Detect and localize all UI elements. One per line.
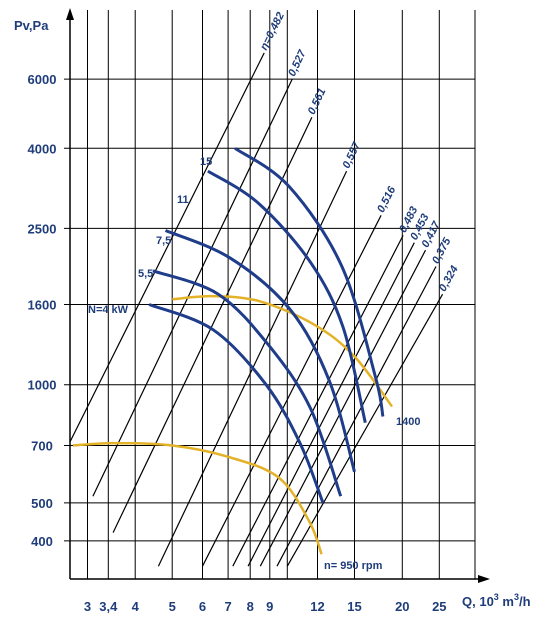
power-label-11: 11 bbox=[177, 194, 189, 206]
efficiency-line bbox=[247, 242, 415, 567]
x-tick-label: 25 bbox=[432, 599, 446, 614]
y-tick-label: 6000 bbox=[28, 72, 57, 87]
y-tick-labels: 400 500 700 1000 1600 2500 4000 6000 bbox=[28, 72, 57, 549]
y-tick-label: 700 bbox=[31, 439, 53, 454]
x-tick-label: 3 bbox=[84, 599, 91, 614]
power-curve bbox=[207, 169, 367, 424]
x-tick-label: 4 bbox=[132, 599, 140, 614]
x-axis-arrow bbox=[478, 575, 490, 583]
speed-curve bbox=[172, 294, 394, 408]
power-label-5-5: 5,5 bbox=[138, 268, 153, 280]
efficiency-line bbox=[70, 52, 265, 443]
y-tick-label: 4000 bbox=[28, 141, 57, 156]
power-curve bbox=[148, 303, 325, 504]
x-tick-label: 9 bbox=[266, 599, 273, 614]
x-tick-label: 12 bbox=[310, 599, 324, 614]
x-tick-label: 5 bbox=[169, 599, 176, 614]
power-label-7-5: 7,5 bbox=[156, 235, 171, 247]
x-axis-label: Q, 103 m3/h bbox=[462, 592, 531, 609]
y-tick-label: 1600 bbox=[28, 298, 57, 313]
power-curve bbox=[234, 147, 385, 417]
power-label-4kw: N=4 kW bbox=[88, 304, 129, 316]
power-curves bbox=[148, 147, 385, 504]
speed-label-950: n= 950 rpm bbox=[324, 560, 383, 572]
x-tick-label: 8 bbox=[247, 599, 254, 614]
efficiency-lines bbox=[70, 52, 444, 567]
efficiency-line bbox=[286, 293, 444, 567]
y-tick-label: 500 bbox=[31, 496, 53, 511]
speed-curve bbox=[72, 441, 323, 555]
efficiency-line bbox=[232, 235, 404, 567]
y-axis-arrow bbox=[66, 8, 74, 20]
x-tick-label: 20 bbox=[395, 599, 409, 614]
speed-label-1400: 1400 bbox=[396, 416, 420, 428]
power-curve bbox=[164, 229, 356, 473]
power-label-15: 15 bbox=[200, 156, 212, 168]
y-axis-label: Pv,Pa bbox=[14, 18, 49, 33]
efficiency-line bbox=[259, 249, 427, 567]
efficiency-line bbox=[201, 215, 382, 567]
x-tick-label: 6 bbox=[199, 599, 206, 614]
x-tick-labels: 3 3,4 4 5 6 7 8 9 12 15 20 25 bbox=[84, 599, 447, 614]
x-tick-label: 15 bbox=[347, 599, 361, 614]
efficiency-line bbox=[112, 116, 313, 533]
speed-curves bbox=[72, 294, 394, 555]
x-tick-label: 7 bbox=[224, 599, 231, 614]
efficiency-line bbox=[92, 78, 293, 497]
axes bbox=[66, 8, 490, 583]
power-curve bbox=[152, 269, 343, 497]
y-tick-label: 1000 bbox=[28, 378, 57, 393]
y-tick-label: 400 bbox=[31, 534, 53, 549]
y-tick-label: 2500 bbox=[28, 221, 57, 236]
x-tick-label: 3,4 bbox=[99, 599, 118, 614]
efficiency-line bbox=[276, 266, 437, 567]
